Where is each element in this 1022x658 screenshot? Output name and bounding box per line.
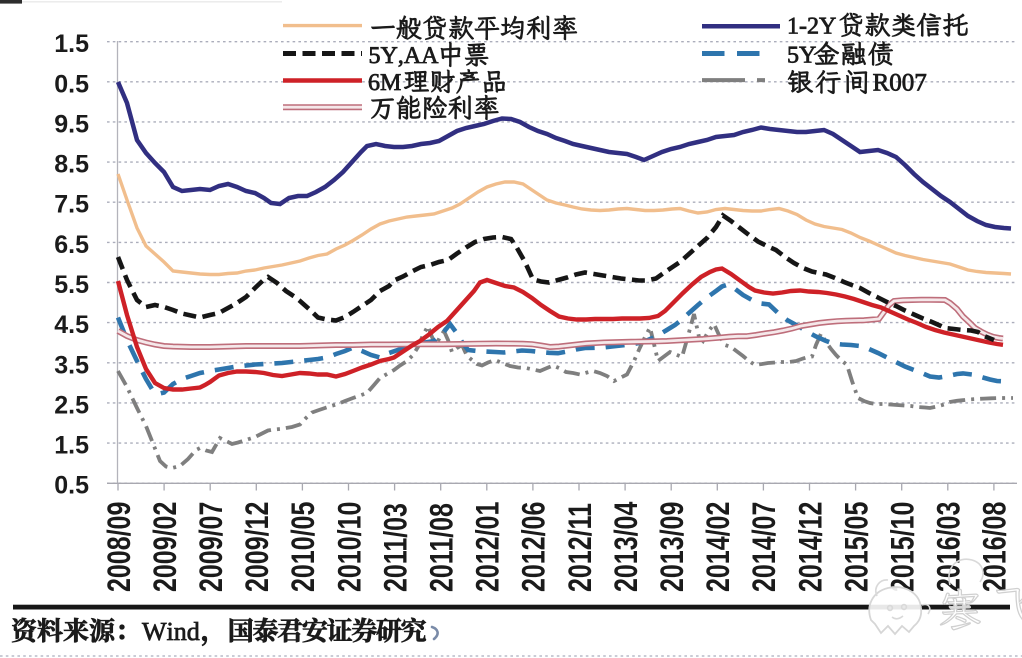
svg-text:2011/08: 2011/08 — [424, 503, 460, 592]
svg-text:2010/05: 2010/05 — [286, 502, 322, 592]
svg-text:2013/09: 2013/09 — [655, 502, 691, 592]
svg-text:8.5: 8.5 — [54, 151, 89, 179]
svg-text:2016/08: 2016/08 — [978, 502, 1014, 592]
svg-text:2009/12: 2009/12 — [240, 502, 276, 592]
svg-text:2013/04: 2013/04 — [609, 502, 645, 592]
svg-text:6.5: 6.5 — [54, 231, 89, 259]
svg-text:1.5: 1.5 — [54, 30, 89, 58]
svg-text:5.5: 5.5 — [54, 271, 89, 299]
svg-text:3.5: 3.5 — [54, 351, 89, 379]
svg-text:2014/07: 2014/07 — [747, 502, 783, 592]
svg-text:2011/03: 2011/03 — [378, 503, 414, 592]
svg-text:2012/06: 2012/06 — [517, 502, 553, 592]
svg-text:2012/11: 2012/11 — [563, 503, 599, 592]
svg-text:2009/02: 2009/02 — [148, 502, 184, 592]
svg-text:2.5: 2.5 — [54, 391, 89, 419]
svg-text:2014/02: 2014/02 — [701, 502, 737, 592]
svg-text:2009/07: 2009/07 — [194, 502, 230, 592]
svg-text:2015/10: 2015/10 — [885, 502, 921, 592]
svg-text:7.5: 7.5 — [54, 191, 89, 219]
svg-text:2012/01: 2012/01 — [471, 502, 507, 592]
svg-text:2008/09: 2008/09 — [102, 502, 138, 592]
svg-text:4.5: 4.5 — [54, 311, 89, 339]
svg-text:1.5: 1.5 — [54, 432, 89, 460]
svg-text:9.5: 9.5 — [54, 110, 89, 138]
svg-text:2010/10: 2010/10 — [332, 502, 368, 592]
svg-text:2015/05: 2015/05 — [839, 502, 875, 592]
svg-text:0.5: 0.5 — [54, 472, 89, 500]
svg-text:2014/12: 2014/12 — [793, 502, 829, 592]
svg-text:0.5: 0.5 — [54, 70, 89, 98]
